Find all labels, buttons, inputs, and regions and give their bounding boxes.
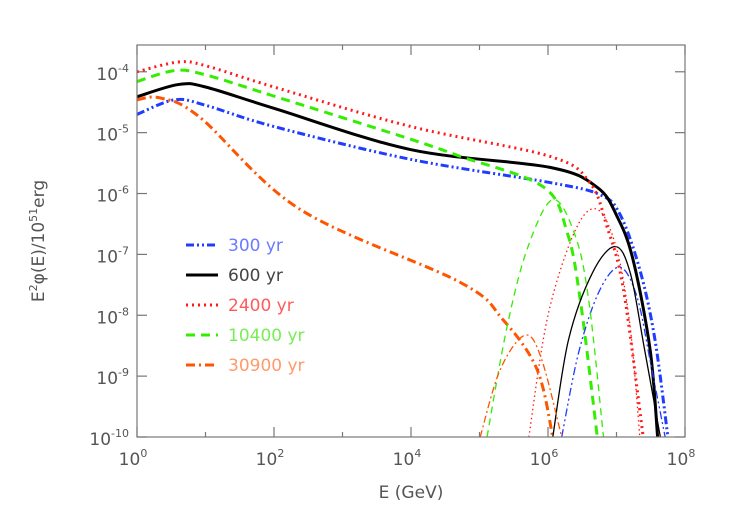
series-line-300-yr	[137, 97, 670, 437]
y-tick-label: 10-9	[96, 366, 129, 389]
y-tick-labels: 10-4 10-5 10-6 10-7 10-8 10-9 10-10	[89, 62, 129, 450]
x-tick-label: 104	[393, 447, 422, 470]
y-tick-label: 10-5	[96, 123, 129, 146]
x-tick-label: 106	[530, 447, 559, 470]
x-axis-label: E (GeV)	[379, 483, 444, 503]
x-tick-labels: 100 102 104 106 108	[119, 447, 696, 470]
series-line-2400-yr	[137, 60, 645, 437]
legend-label: 30900 yr	[228, 356, 305, 376]
x-tick-label: 100	[119, 447, 148, 470]
axis-ticks	[136, 45, 686, 438]
legend-label: 10400 yr	[228, 326, 305, 346]
y-tick-label: 10-8	[96, 305, 129, 328]
series-line-30900-yr	[137, 95, 555, 437]
y-tick-label: 10-7	[96, 244, 129, 267]
x-tick-label: 102	[256, 447, 285, 470]
series-line-600-yr-secondary	[552, 245, 661, 437]
y-tick-label: 10-6	[96, 184, 129, 207]
y-axis-label: E2φ(E)/1051erg	[27, 180, 49, 302]
series-line-10400-yr-secondary	[486, 198, 605, 437]
legend-label: 600 yr	[228, 266, 283, 286]
legend-label: 2400 yr	[228, 296, 294, 316]
y-tick-label: 10-10	[89, 427, 129, 450]
y-tick-label: 10-4	[96, 62, 129, 85]
plot-frame	[136, 44, 686, 438]
series-line-2400-yr-secondary	[528, 207, 641, 437]
series-line-300-yr-secondary	[561, 266, 666, 437]
legend: 300 yr 600 yr 2400 yr 10400 yr 30900 yr	[186, 236, 305, 376]
x-tick-label: 108	[667, 447, 696, 470]
legend-label: 300 yr	[228, 236, 283, 256]
series-line-10400-yr	[137, 68, 599, 437]
series-line-600-yr	[137, 82, 660, 437]
series-line-30900-yr-secondary	[479, 334, 563, 437]
curves	[137, 60, 670, 437]
